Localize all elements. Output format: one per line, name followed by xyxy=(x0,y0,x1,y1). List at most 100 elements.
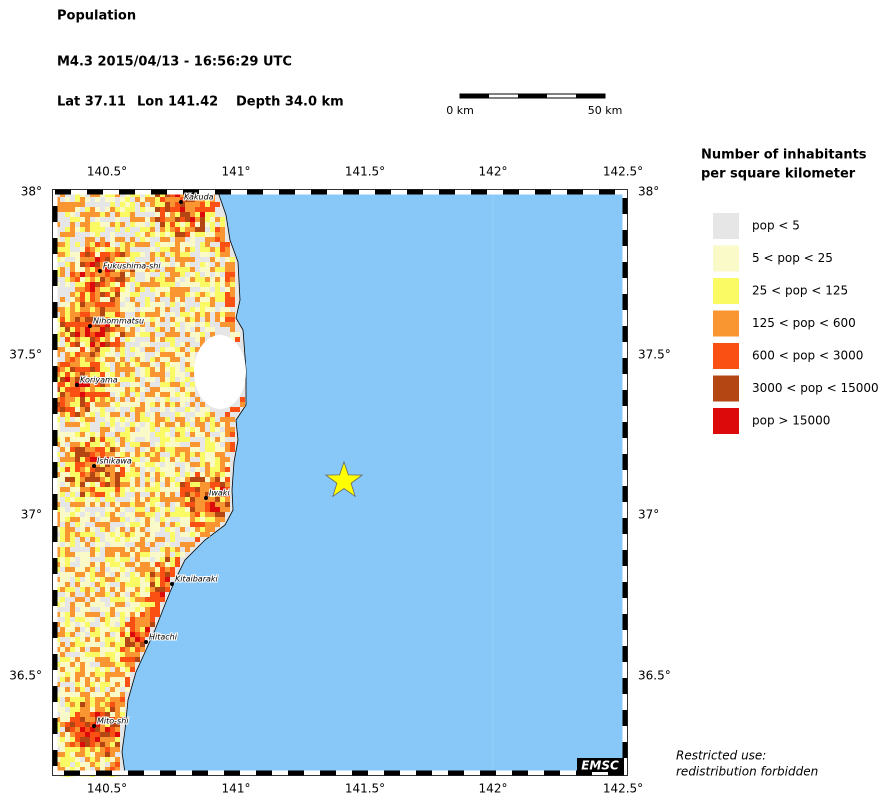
population-cell xyxy=(80,467,85,472)
population-cell xyxy=(130,532,135,537)
population-cell xyxy=(120,617,125,622)
population-cell xyxy=(95,677,100,682)
population-cell xyxy=(175,242,180,247)
population-cell xyxy=(145,332,150,337)
population-cell xyxy=(165,222,170,227)
population-cell xyxy=(115,332,120,337)
population-cell xyxy=(80,322,85,327)
population-cell xyxy=(210,482,215,487)
population-cell xyxy=(185,437,190,442)
population-cell xyxy=(190,272,195,277)
population-cell xyxy=(60,527,65,532)
population-cell xyxy=(85,667,90,672)
population-cell xyxy=(190,487,195,492)
population-cell xyxy=(120,702,125,707)
city-dot xyxy=(88,324,92,328)
population-cell xyxy=(90,717,95,722)
population-cell xyxy=(185,362,190,367)
population-cell xyxy=(90,482,95,487)
population-cell xyxy=(175,227,180,232)
population-cell xyxy=(65,487,70,492)
population-cell xyxy=(105,242,110,247)
population-cell xyxy=(215,467,220,472)
population-cell xyxy=(60,762,65,767)
population-cell xyxy=(85,277,90,282)
population-cell xyxy=(105,557,110,562)
population-cell xyxy=(95,752,100,757)
population-cell xyxy=(205,242,210,247)
population-cell xyxy=(135,532,140,537)
population-cell xyxy=(160,222,165,227)
population-cell xyxy=(165,527,170,532)
population-cell xyxy=(70,387,75,392)
population-cell xyxy=(140,417,145,422)
population-cell xyxy=(130,587,135,592)
population-cell xyxy=(145,562,150,567)
population-cell xyxy=(105,447,110,452)
city-label: Fukushima-shi xyxy=(103,262,161,271)
population-cell xyxy=(120,537,125,542)
population-cell xyxy=(110,427,115,432)
population-cell xyxy=(75,732,80,737)
population-cell xyxy=(100,277,105,282)
population-cell xyxy=(75,327,80,332)
population-cell xyxy=(130,642,135,647)
population-cell xyxy=(100,477,105,482)
population-cell xyxy=(60,447,65,452)
population-cell xyxy=(100,707,105,712)
population-cell xyxy=(80,667,85,672)
population-cell xyxy=(155,502,160,507)
population-cell xyxy=(210,517,215,522)
population-cell xyxy=(155,322,160,327)
population-cell xyxy=(140,372,145,377)
population-cell xyxy=(165,237,170,242)
population-cell xyxy=(140,587,145,592)
population-cell xyxy=(200,262,205,267)
population-cell xyxy=(105,617,110,622)
population-cell xyxy=(220,482,225,487)
population-cell xyxy=(130,317,135,322)
population-cell xyxy=(95,367,100,372)
population-cell xyxy=(95,247,100,252)
population-cell xyxy=(195,432,200,437)
population-cell xyxy=(90,682,95,687)
population-cell xyxy=(75,612,80,617)
population-cell xyxy=(80,657,85,662)
population-cell xyxy=(85,342,90,347)
population-cell xyxy=(190,292,195,297)
population-cell xyxy=(90,612,95,617)
population-cell xyxy=(70,677,75,682)
population-cell xyxy=(120,562,125,567)
population-cell xyxy=(105,372,110,377)
population-cell xyxy=(155,372,160,377)
population-cell xyxy=(145,497,150,502)
population-cell xyxy=(145,557,150,562)
population-cell xyxy=(60,267,65,272)
population-cell xyxy=(70,767,75,772)
population-cell xyxy=(60,272,65,277)
population-cell xyxy=(105,252,110,257)
population-cell xyxy=(70,572,75,577)
population-cell xyxy=(105,317,110,322)
population-cell xyxy=(100,637,105,642)
population-cell xyxy=(105,727,110,732)
population-cell xyxy=(130,597,135,602)
population-cell xyxy=(130,302,135,307)
population-cell xyxy=(215,272,220,277)
population-cell xyxy=(100,362,105,367)
population-cell xyxy=(105,487,110,492)
population-cell xyxy=(70,502,75,507)
population-cell xyxy=(190,322,195,327)
population-cell xyxy=(150,492,155,497)
population-cell xyxy=(110,222,115,227)
population-cell xyxy=(110,627,115,632)
population-cell xyxy=(125,202,130,207)
population-cell xyxy=(80,542,85,547)
population-cell xyxy=(70,322,75,327)
population-cell xyxy=(145,617,150,622)
population-cell xyxy=(170,352,175,357)
population-cell xyxy=(160,202,165,207)
population-cell xyxy=(180,342,185,347)
population-cell xyxy=(100,397,105,402)
population-cell xyxy=(165,462,170,467)
